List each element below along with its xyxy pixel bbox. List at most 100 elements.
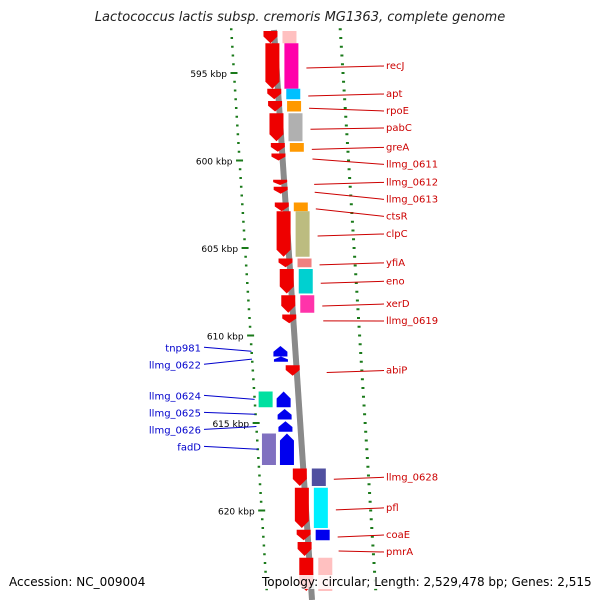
ruler-label: 595 kbp bbox=[190, 70, 227, 80]
label-leader bbox=[203, 394, 255, 400]
gene-label: eno bbox=[386, 276, 405, 287]
ruler-tick bbox=[366, 465, 370, 468]
ruler-tick bbox=[238, 168, 242, 171]
ruler-tick bbox=[367, 483, 371, 486]
label-leader bbox=[308, 93, 385, 97]
ruler-tick bbox=[358, 334, 362, 337]
gene-arrow bbox=[297, 542, 312, 556]
cog-box bbox=[289, 143, 304, 152]
ruler-tick bbox=[356, 308, 360, 311]
label-leader bbox=[335, 507, 385, 511]
ruler-tick bbox=[360, 369, 364, 372]
cog-box bbox=[284, 43, 299, 89]
ruler-tick bbox=[364, 439, 368, 442]
label-leader bbox=[337, 534, 385, 538]
gene-label: llmg_0625 bbox=[149, 408, 201, 419]
cog-box bbox=[313, 487, 328, 528]
ruler-tick bbox=[362, 404, 366, 407]
ruler-tick bbox=[342, 80, 346, 83]
ruler-tick bbox=[341, 72, 345, 74]
ruler-major-tick bbox=[236, 159, 244, 162]
ruler-tick bbox=[353, 264, 357, 267]
cog-box bbox=[315, 529, 330, 541]
ruler-tick bbox=[259, 492, 262, 494]
ruler-tick bbox=[252, 387, 256, 389]
ruler-tick bbox=[358, 343, 362, 346]
gene-arrow bbox=[270, 143, 285, 152]
ruler-major-tick bbox=[230, 72, 238, 74]
ruler-label: 605 kbp bbox=[201, 245, 238, 255]
ruler-tick bbox=[340, 54, 344, 57]
ruler-tick bbox=[352, 238, 356, 241]
gene-label: apt bbox=[386, 89, 402, 100]
ruler-tick bbox=[246, 290, 250, 293]
ruler-tick bbox=[369, 518, 373, 521]
ruler-tick bbox=[246, 282, 249, 284]
ruler-tick bbox=[369, 509, 373, 512]
ruler-tick bbox=[357, 325, 361, 328]
ruler-tick bbox=[345, 133, 349, 136]
ruler-tick bbox=[255, 430, 258, 433]
ruler-tick bbox=[261, 527, 265, 529]
ruler-tick bbox=[359, 352, 363, 354]
gene-arrow bbox=[263, 31, 278, 44]
ruler-tick bbox=[248, 325, 252, 328]
ruler-tick bbox=[339, 37, 343, 39]
ruler-tick bbox=[343, 107, 347, 109]
label-leader bbox=[203, 346, 252, 352]
ruler-tick bbox=[347, 168, 351, 171]
gene-label: clpC bbox=[386, 229, 408, 240]
cog-box bbox=[295, 211, 310, 257]
gene-label: tnp981 bbox=[165, 343, 201, 354]
ruler-tick bbox=[257, 465, 261, 468]
ruler-tick bbox=[361, 387, 365, 389]
gene-arrow bbox=[273, 346, 288, 357]
gene-label: rpoE bbox=[386, 106, 409, 117]
ruler-tick bbox=[240, 194, 243, 197]
gene-label: xerD bbox=[386, 299, 410, 310]
gene-label: recJ bbox=[386, 61, 405, 72]
label-leader bbox=[326, 370, 385, 373]
label-leader bbox=[203, 445, 258, 450]
ruler-tick bbox=[231, 45, 234, 48]
ruler-tick bbox=[363, 422, 367, 424]
gene-label: llmg_0619 bbox=[386, 316, 438, 327]
ruler-ticks: 595 kbp 600 kbp 605 kbp 610 kbp 615 kbp 620 k… bbox=[190, 28, 378, 591]
cog-box bbox=[300, 295, 315, 313]
ruler-tick bbox=[258, 474, 261, 477]
label-leader bbox=[203, 411, 256, 415]
gene-arrow bbox=[285, 365, 300, 376]
ruler-tick bbox=[251, 369, 255, 372]
ruler-tick bbox=[236, 124, 239, 127]
ruler-tick bbox=[229, 28, 233, 31]
label-leader bbox=[306, 65, 385, 69]
cog-box bbox=[261, 433, 276, 465]
ruler-tick bbox=[353, 255, 357, 258]
ruler-tick bbox=[365, 457, 369, 459]
ruler-tick bbox=[354, 273, 358, 276]
ruler-tick bbox=[348, 177, 352, 179]
gene-label: abiP bbox=[386, 366, 407, 377]
ruler-tick bbox=[242, 229, 246, 232]
ruler-tick bbox=[344, 124, 348, 127]
ruler-tick bbox=[244, 264, 248, 267]
gene-arrow bbox=[274, 202, 289, 212]
label-leader bbox=[322, 303, 385, 307]
ruler-tick bbox=[366, 474, 370, 477]
ruler-tick bbox=[370, 535, 374, 538]
gene-labels: recJ apt rpoE pabC greA llmg_0611 llmg_0612llm… bbox=[149, 61, 438, 558]
gene-arrow bbox=[265, 43, 280, 89]
gene-arrow bbox=[279, 433, 294, 465]
ruler-tick bbox=[363, 413, 367, 416]
ruler-tick bbox=[256, 439, 259, 442]
ruler-label: 615 kbp bbox=[212, 420, 249, 430]
gene-label: llmg_0628 bbox=[386, 472, 438, 483]
gene-label: ctsR bbox=[386, 211, 408, 222]
ruler-tick bbox=[365, 448, 369, 451]
accession-label: Accession: NC_009004 bbox=[9, 575, 146, 589]
ruler-tick bbox=[239, 185, 243, 188]
ruler-tick bbox=[339, 45, 343, 48]
ruler-tick bbox=[248, 317, 251, 319]
gene-arrow bbox=[278, 421, 293, 432]
gene-label: pabC bbox=[386, 123, 412, 134]
